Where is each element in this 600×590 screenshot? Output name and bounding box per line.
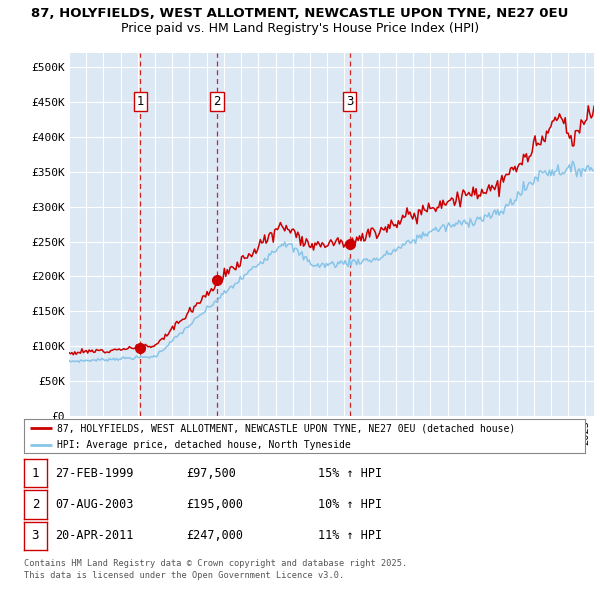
Text: 87, HOLYFIELDS, WEST ALLOTMENT, NEWCASTLE UPON TYNE, NE27 0EU (detached house): 87, HOLYFIELDS, WEST ALLOTMENT, NEWCASTL… <box>56 423 515 433</box>
Text: £195,000: £195,000 <box>186 498 243 511</box>
Text: 27-FEB-1999: 27-FEB-1999 <box>55 467 134 480</box>
Text: 10% ↑ HPI: 10% ↑ HPI <box>318 498 382 511</box>
Text: £247,000: £247,000 <box>186 529 243 542</box>
Text: 2: 2 <box>213 96 221 109</box>
Text: 3: 3 <box>346 96 353 109</box>
Text: 1: 1 <box>137 96 144 109</box>
Text: Contains HM Land Registry data © Crown copyright and database right 2025.: Contains HM Land Registry data © Crown c… <box>24 559 407 568</box>
Text: £97,500: £97,500 <box>186 467 236 480</box>
Text: 07-AUG-2003: 07-AUG-2003 <box>55 498 134 511</box>
Text: Price paid vs. HM Land Registry's House Price Index (HPI): Price paid vs. HM Land Registry's House … <box>121 22 479 35</box>
Text: 20-APR-2011: 20-APR-2011 <box>55 529 134 542</box>
Text: 1: 1 <box>32 467 39 480</box>
Text: 2: 2 <box>32 498 39 511</box>
Text: 15% ↑ HPI: 15% ↑ HPI <box>318 467 382 480</box>
Text: HPI: Average price, detached house, North Tyneside: HPI: Average price, detached house, Nort… <box>56 440 350 450</box>
Text: 3: 3 <box>32 529 39 542</box>
Text: 87, HOLYFIELDS, WEST ALLOTMENT, NEWCASTLE UPON TYNE, NE27 0EU: 87, HOLYFIELDS, WEST ALLOTMENT, NEWCASTL… <box>31 7 569 20</box>
Text: This data is licensed under the Open Government Licence v3.0.: This data is licensed under the Open Gov… <box>24 571 344 579</box>
Text: 11% ↑ HPI: 11% ↑ HPI <box>318 529 382 542</box>
